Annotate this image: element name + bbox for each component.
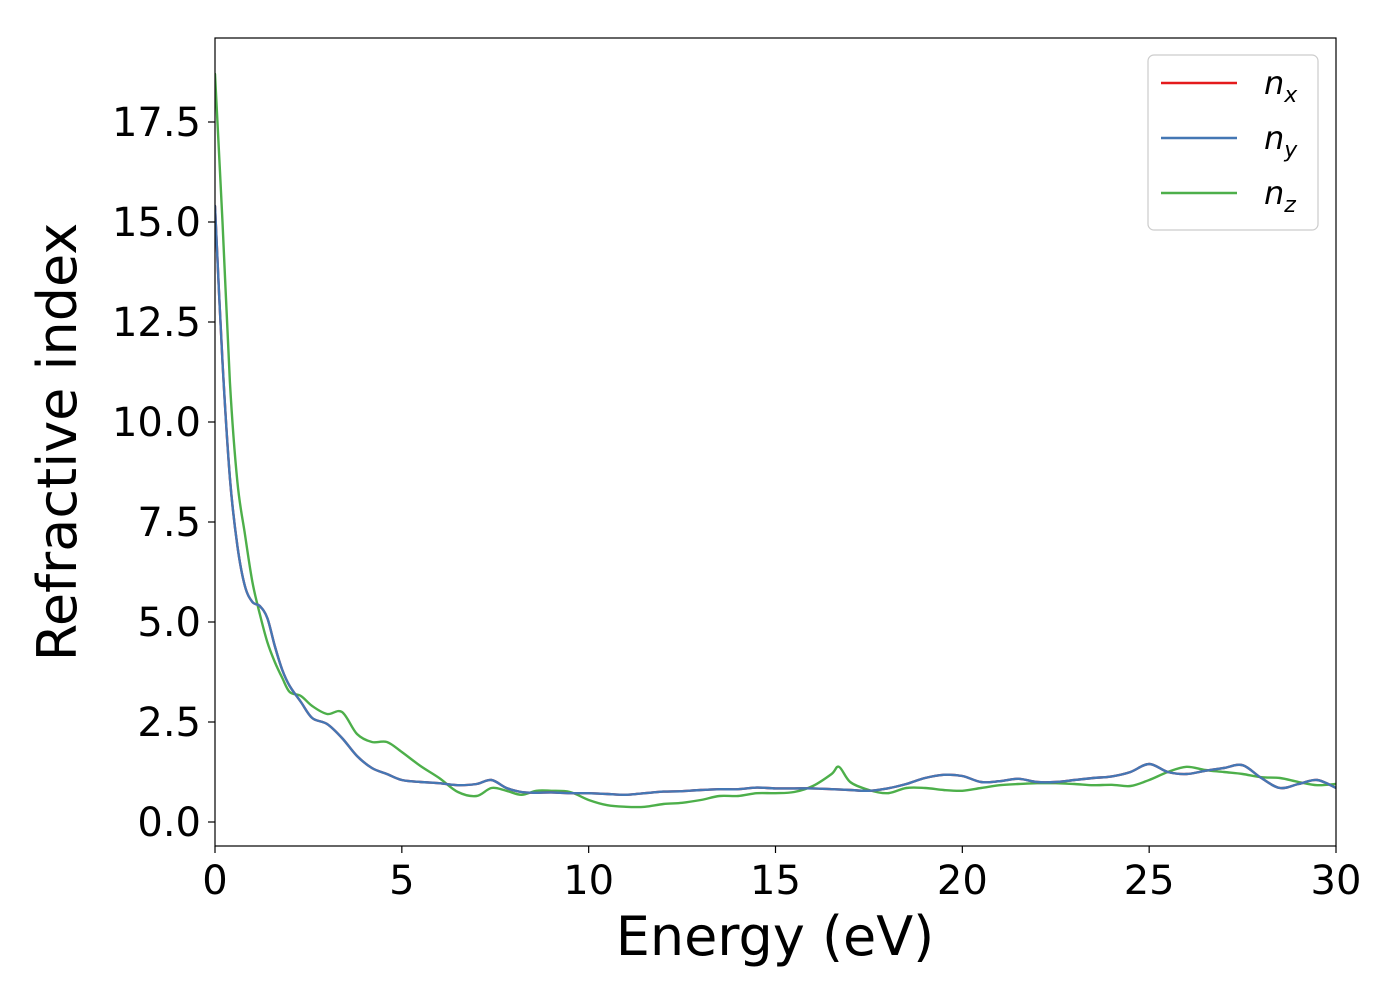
x-tick-label: 30 xyxy=(1311,858,1362,904)
x-tick-label: 25 xyxy=(1124,858,1175,904)
x-axis-ticks: 0 5 10 15 20 25 30 xyxy=(202,846,1361,904)
y-tick-label: 5.0 xyxy=(137,600,201,646)
legend: nx ny nz xyxy=(1147,54,1319,231)
y-tick-label: 0.0 xyxy=(137,800,201,846)
x-tick-label: 15 xyxy=(750,858,801,904)
series-layer xyxy=(215,72,1336,809)
y-axis-ticks: 0.0 2.5 5.0 7.5 10.0 12.5 15.0 17.5 xyxy=(112,100,215,846)
x-tick-label: 0 xyxy=(202,858,227,904)
x-tick-label: 20 xyxy=(937,858,988,904)
legend-box xyxy=(1147,54,1319,231)
x-axis-label: Energy (eV) xyxy=(616,905,935,968)
x-tick-label: 5 xyxy=(389,858,414,904)
y-tick-label: 17.5 xyxy=(112,100,201,146)
legend-label-y: ny xyxy=(1264,119,1298,163)
series-line-y xyxy=(215,204,1336,797)
y-axis-label: Refractive index xyxy=(26,223,89,662)
y-tick-label: 2.5 xyxy=(137,700,201,746)
y-tick-label: 15.0 xyxy=(112,200,201,246)
x-tick-label: 10 xyxy=(563,858,614,904)
legend-label-z: nz xyxy=(1264,174,1296,218)
y-tick-label: 7.5 xyxy=(137,500,201,546)
legend-label-x: nx xyxy=(1264,64,1298,108)
legend-entries: nx ny nz xyxy=(1161,64,1298,218)
y-tick-label: 10.0 xyxy=(112,400,201,446)
y-tick-label: 12.5 xyxy=(112,300,201,346)
